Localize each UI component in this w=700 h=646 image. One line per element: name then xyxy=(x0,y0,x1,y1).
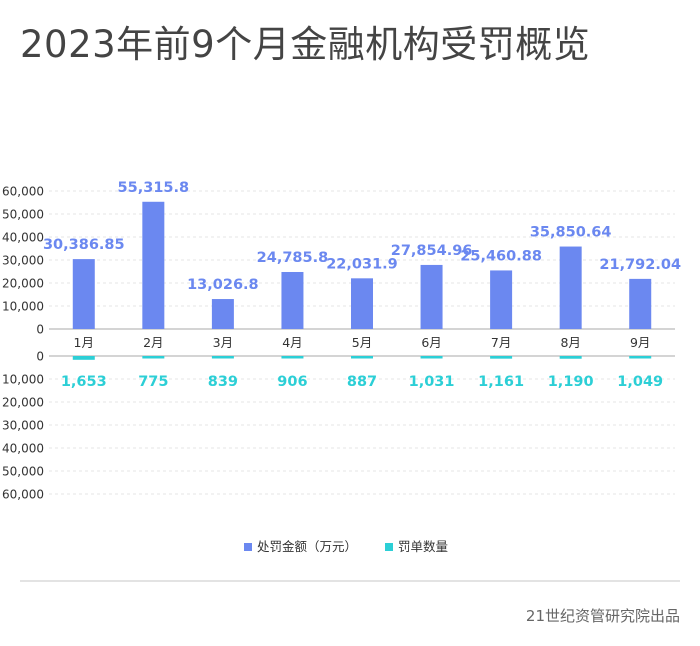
divider xyxy=(20,580,680,582)
amount-bar xyxy=(351,278,373,329)
count-bar xyxy=(281,356,304,359)
amount-data-label: 27,854.96 xyxy=(391,243,473,259)
amount-bar xyxy=(72,259,95,329)
count-data-label: 1,190 xyxy=(548,374,594,390)
lower-y-tick-label: 50,000 xyxy=(2,465,44,479)
amount-data-label: 30,386.85 xyxy=(43,237,125,253)
upper-y-tick-label: 60,000 xyxy=(2,185,44,199)
count-data-label: 887 xyxy=(347,374,377,390)
x-category-label: 7月 xyxy=(491,335,511,350)
amount-bar xyxy=(142,201,165,329)
lower-y-tick-label: 60,000 xyxy=(2,488,44,502)
bar-chart: 0 10,000 20,000 30,000 40,000 50,000 60,000 0 10… xyxy=(2,180,681,554)
amount-bar xyxy=(420,264,443,329)
amount-bar xyxy=(211,299,234,329)
legend-label-count: 罚单数量 xyxy=(398,539,448,554)
amount-data-label: 21,792.04 xyxy=(599,257,681,273)
amount-data-label: 25,460.88 xyxy=(460,248,542,264)
legend-swatch-amount xyxy=(244,543,252,551)
lower-y-tick-label: 20,000 xyxy=(2,396,44,410)
count-bar xyxy=(142,356,165,359)
count-data-label: 775 xyxy=(138,374,168,390)
upper-y-tick-label: 10,000 xyxy=(2,300,44,314)
upper-y-tick-label: 40,000 xyxy=(2,231,44,245)
amount-bar xyxy=(281,271,304,329)
amount-bar xyxy=(490,270,513,329)
legend-swatch-count xyxy=(385,543,393,551)
x-category-label: 9月 xyxy=(630,335,650,350)
lower-y-tick-label: 10,000 xyxy=(2,373,44,387)
count-bar xyxy=(629,356,652,359)
count-bar xyxy=(211,356,234,359)
count-bar xyxy=(72,356,95,360)
upper-y-tick-label: 20,000 xyxy=(2,277,44,291)
x-category-label: 4月 xyxy=(282,335,302,350)
amount-bar xyxy=(629,278,652,329)
upper-y-tick-label: 50,000 xyxy=(2,208,44,222)
x-category-label: 5月 xyxy=(352,335,372,350)
x-category-label: 2月 xyxy=(143,335,163,350)
x-category-label: 8月 xyxy=(560,335,580,350)
page-title: 2023年前9个月金融机构受罚概览 xyxy=(20,23,591,66)
source-credit: 21世纪资管研究院出品 xyxy=(525,607,680,625)
x-category-label: 3月 xyxy=(213,335,233,350)
count-bar xyxy=(420,356,443,359)
amount-data-label: 22,031.9 xyxy=(326,256,398,272)
count-data-label: 906 xyxy=(277,374,307,390)
amount-data-label: 13,026.8 xyxy=(187,277,259,293)
lower-y-tick-label: 0 xyxy=(36,350,44,364)
legend-label-amount: 处罚金额（万元） xyxy=(257,539,357,554)
upper-y-tick-label: 30,000 xyxy=(2,254,44,268)
count-data-label: 1,161 xyxy=(478,374,524,390)
amount-bar xyxy=(559,246,582,329)
amount-data-label: 24,785.8 xyxy=(257,250,329,266)
count-bar xyxy=(490,356,513,359)
count-data-label: 1,653 xyxy=(61,374,107,390)
x-category-label: 1月 xyxy=(74,335,94,350)
count-data-label: 839 xyxy=(208,374,238,390)
amount-data-label: 35,850.64 xyxy=(530,225,612,241)
lower-y-tick-label: 40,000 xyxy=(2,442,44,456)
upper-y-tick-label: 0 xyxy=(36,323,44,337)
count-data-label: 1,049 xyxy=(617,374,663,390)
x-category-label: 6月 xyxy=(421,335,441,350)
count-bar xyxy=(559,356,582,359)
lower-y-tick-label: 30,000 xyxy=(2,419,44,433)
count-data-label: 1,031 xyxy=(409,374,455,390)
count-bar xyxy=(351,356,373,359)
amount-data-label: 55,315.8 xyxy=(118,180,190,196)
